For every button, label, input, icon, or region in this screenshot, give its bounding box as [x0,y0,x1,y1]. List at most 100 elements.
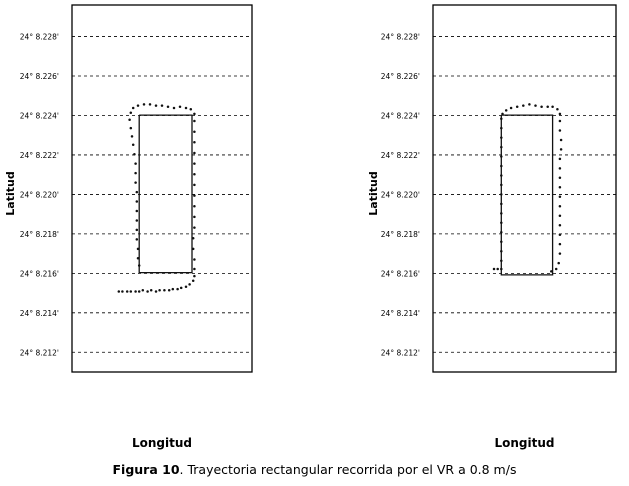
trajectory-point [540,105,543,109]
trajectory-point [154,104,158,107]
trajectory-point [558,186,562,189]
trajectory-point [134,181,137,184]
trajectory-point [558,176,562,180]
trajectory-point [500,193,503,196]
trajectory-point [500,117,503,120]
trajectory-point [135,209,139,213]
trajectory-point [193,130,196,133]
y-tick-label: 24° 8.224' [20,111,59,120]
trajectory-point [148,103,152,106]
figure-caption: Figura 10. Trayectoria rectangular recor… [0,462,629,477]
y-tick-label: 24° 8.214' [381,309,420,318]
plot-frame [432,4,617,373]
trajectory-point [558,252,562,255]
trajectory-point [137,264,141,267]
caption-label: Figura 10 [112,462,180,477]
y-tick-label: 24° 8.212' [20,348,59,357]
y-axis-label: Latitud [367,171,380,215]
trajectory-point [558,129,562,132]
trajectory-point [558,112,562,116]
trajectory-point [167,289,171,292]
y-tick-label: 24° 8.228' [20,33,59,42]
trajectory-point [500,164,503,168]
trajectory-point [492,267,496,271]
caption-text: . Trayectoria rectangular recorrida por … [179,462,517,477]
y-tick-label: 24° 8.218' [381,230,420,239]
plot-area [433,5,616,372]
trajectory-point [191,247,195,251]
trajectory-point [135,190,139,194]
trajectory-point [163,289,166,292]
trajectory-point [189,107,193,111]
trajectory-point [551,105,554,109]
trajectory-point [500,249,503,253]
trajectory-point [558,195,562,199]
trajectory-point [172,106,176,110]
trajectory-point [146,290,149,293]
plot-area [72,5,252,372]
trajectory-point [193,151,196,155]
trajectory-point [193,194,196,197]
trajectory-point [557,261,560,265]
trajectory-point [558,233,562,236]
trajectory-point [193,183,196,187]
y-axis-label: Latitud [4,171,17,215]
trajectory-point [500,259,503,262]
trajectory-point [135,238,139,241]
trajectory-point [522,104,525,107]
trajectory-point [160,104,164,107]
y-tick-label: 24° 8.216' [381,269,420,278]
trajectory-point [125,290,129,293]
plot-frame [71,4,253,373]
trajectory-point [136,104,140,107]
trajectory-point [556,107,559,111]
trajectory-point [500,240,503,244]
trajectory-point [133,152,136,156]
y-tick-label: 24° 8.222' [20,151,59,160]
trajectory-point [558,214,562,217]
trajectory-point [184,285,188,289]
trajectory-point [188,283,191,286]
trajectory-point [515,105,519,109]
trajectory-point [191,279,195,283]
trajectory-point [534,104,537,107]
trajectory-point [528,103,531,106]
y-tick-label: 24° 8.218' [20,230,59,239]
trajectory-point [136,257,140,260]
trajectory-point [558,223,562,227]
trajectory-point [121,290,124,293]
y-tick-label: 24° 8.226' [381,72,420,81]
y-tick-label: 24° 8.224' [381,111,420,120]
trajectory-point [500,202,503,206]
trajectory-point [500,126,503,130]
trajectory-point [193,112,196,116]
x-axis-label: Longitud [132,436,192,450]
trajectory-point [134,162,137,165]
trajectory-point [149,289,153,292]
trajectory-point [558,167,562,170]
trajectory-point [500,174,503,177]
trajectory-point [504,109,508,112]
trajectory-point [558,157,562,161]
y-tick-label: 24° 8.226' [20,72,59,81]
trajectory-point [129,126,133,130]
y-tick-label: 24° 8.216' [20,269,59,278]
trajectory-point [137,290,141,293]
trajectory-point [193,141,196,144]
chart-right: 24° 8.228' 24° 8.226' 24° 8.224' 24° 8.222'… [367,4,617,450]
trajectory-point [134,290,137,293]
trajectory-point [193,215,196,219]
trajectory-point [496,267,499,271]
trajectory-point [500,221,503,225]
trajectory-point [193,258,196,261]
y-tick-label: 24° 8.214' [20,309,59,318]
trajectory-point [558,205,562,208]
trajectory-point [171,287,175,291]
trajectory-point [193,173,196,176]
trajectory-point [500,231,503,234]
trajectory-point [134,171,137,175]
trajectory-point [117,290,121,293]
trajectory-point [500,183,503,187]
trajectory-point [500,267,503,271]
